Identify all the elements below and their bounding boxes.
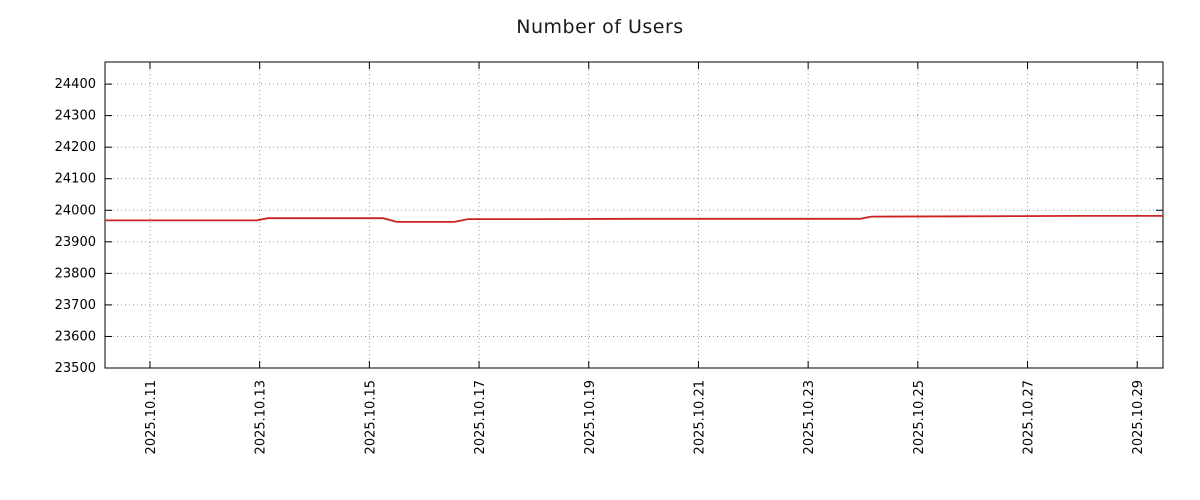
y-tick-label: 23800	[55, 266, 96, 281]
x-tick-label: 2025.10.23	[802, 380, 817, 454]
y-tick-label: 23700	[55, 298, 96, 313]
chart-title: Number of Users	[516, 16, 684, 38]
series-line-number-of-users	[105, 214, 1163, 223]
x-tick-label: 2025.10.17	[473, 380, 488, 454]
x-tick-label: 2025.10.15	[363, 380, 378, 454]
x-tick-label: 2025.10.11	[144, 380, 159, 454]
y-tick-label: 24200	[55, 140, 96, 155]
x-tick-label: 2025.10.25	[912, 380, 927, 454]
plot-border	[104, 61, 1164, 369]
y-tick-label: 23600	[55, 329, 96, 344]
x-tick-label: 2025.10.27	[1022, 380, 1037, 454]
y-tick-label: 23500	[55, 361, 96, 376]
y-tick-label: 24400	[55, 77, 96, 92]
x-tick-label: 2025.10.13	[254, 380, 269, 454]
y-tick-label: 24100	[55, 172, 96, 187]
y-tick-label: 24300	[55, 109, 96, 124]
y-tick-label: 23900	[55, 235, 96, 250]
x-tick-label: 2025.10.19	[583, 380, 598, 454]
x-tick-label: 2025.10.21	[692, 380, 707, 454]
y-tick-label: 24000	[55, 203, 96, 218]
x-tick-label: 2025.10.29	[1131, 380, 1146, 454]
